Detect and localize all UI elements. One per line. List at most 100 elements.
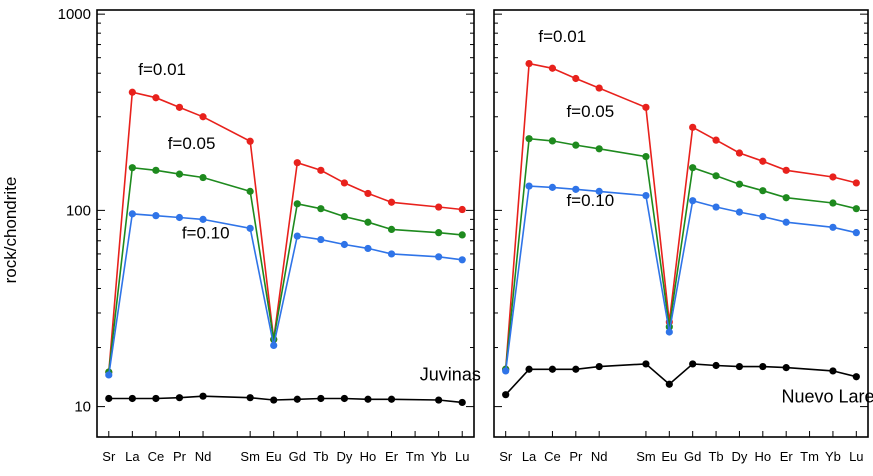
data-point [525,365,533,373]
data-point [642,103,650,111]
data-point [270,341,278,350]
data-point [364,244,372,253]
x-tick-label-dy: Dy [731,449,747,464]
data-point [387,395,396,403]
data-point [364,395,372,403]
x-tick-label-sm: Sm [240,449,260,464]
data-point [317,166,325,174]
x-tick-label-lu: Lu [455,449,469,464]
data-point [595,145,603,153]
data-point [435,396,443,404]
data-point [435,253,443,261]
x-tick-label-yb: Yb [825,449,841,464]
data-point [735,208,744,216]
data-point [364,189,372,198]
x-tick-label-gd: Gd [289,449,306,464]
data-point [735,149,744,157]
data-point [642,191,650,200]
data-point [572,185,580,193]
series-line-3 [505,363,857,396]
data-point [525,182,533,190]
data-point [572,141,580,149]
data-point [293,232,301,240]
series-annotation: f=0.10 [182,223,230,242]
x-tick-label-tb: Tb [708,449,723,464]
data-point [712,136,720,144]
data-point [128,394,136,403]
panel-frame [96,9,475,438]
data-point [458,256,466,264]
data-point [782,194,790,202]
series-annotation: f=0.05 [566,102,614,121]
data-point [829,173,837,181]
panel-label: Nuevo Laredo [782,386,873,406]
x-tick-label-yb: Yb [431,449,447,464]
data-point [152,394,160,403]
data-point [548,183,557,191]
y-tick-label: 1000 [58,6,91,23]
series-annotation: f=0.01 [138,60,186,79]
data-point [502,367,510,375]
data-point [689,360,697,368]
data-point [128,210,136,218]
data-point [199,215,207,223]
data-point [435,229,443,237]
data-point [293,200,301,208]
data-point [852,205,860,213]
data-point [246,394,254,402]
x-tick-label-tm: Tm [406,449,425,464]
data-point [293,395,301,403]
data-point [105,371,113,379]
x-tick-label-gd: Gd [684,449,701,464]
data-point [340,212,349,221]
data-point [175,213,184,222]
data-point [759,187,767,195]
series-line-0 [504,62,857,370]
data-point [759,212,767,221]
data-point [712,361,720,370]
data-point [340,240,349,249]
series-line-3 [108,395,463,404]
x-tick-label-pr: Pr [173,449,187,464]
x-tick-label-tm: Tm [800,449,819,464]
y-axis-label: rock/chondrite [1,177,20,284]
x-tick-label-ce: Ce [148,449,165,464]
data-point [152,212,160,220]
x-tick-label-lu: Lu [849,449,863,464]
data-point [689,164,697,172]
data-point [548,137,557,145]
data-point [246,224,254,232]
x-tick-label-sm: Sm [636,449,656,464]
x-tick-label-er: Er [385,449,399,464]
data-point [458,398,466,407]
data-point [548,64,557,72]
panel-frame [493,9,869,438]
series-line-1 [108,166,463,373]
data-point [852,179,860,187]
data-point [759,362,767,371]
x-tick-label-sr: Sr [499,449,513,464]
data-point [340,179,349,187]
y-tick-label: 100 [66,202,91,219]
series-line-0 [108,91,463,373]
data-point [502,391,510,399]
data-point [105,394,113,403]
data-point [829,199,837,207]
data-point [595,187,603,195]
data-point [712,203,720,211]
data-point [572,365,580,373]
series-annotation: f=0.10 [566,191,614,210]
data-point [735,180,744,188]
x-tick-label-tb: Tb [313,449,328,464]
data-point [128,88,136,96]
data-point [525,135,533,143]
data-point [175,103,184,111]
series-line-2 [108,213,463,376]
series-line-2 [504,185,857,372]
x-tick-label-la: La [125,449,140,464]
data-point [829,223,837,231]
data-point [387,225,396,233]
data-point [175,170,184,178]
